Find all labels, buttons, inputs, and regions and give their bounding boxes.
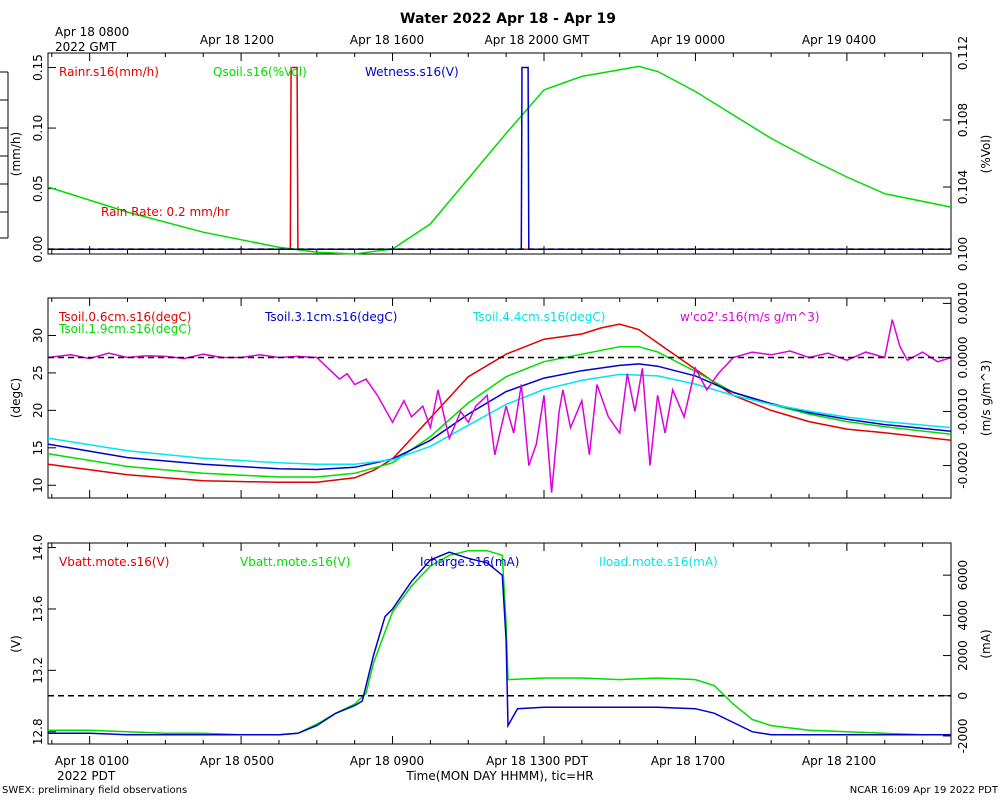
legend-entry-tsoil-0-6: Tsoil.0.6cm.s16(degC) xyxy=(58,310,192,324)
panel-water: 0.00 0.05 0.10 0.15 0.100 0.104 0.108 0.112 Rai… xyxy=(9,36,993,271)
bottom-axis-label: Apr 18 0100 xyxy=(55,754,129,768)
y-tick-label-left: 0.10 xyxy=(31,115,45,142)
legend-entry-tsoil-1-9: Tsoil.1.9cm.s16(degC) xyxy=(58,322,192,336)
series-line xyxy=(47,323,952,484)
chart-title: Water 2022 Apr 18 - Apr 19 xyxy=(400,11,616,27)
legend-entry-icharge: Icharge.s16(mA) xyxy=(420,555,519,569)
y-tick-label-right: 0.0010 xyxy=(956,282,970,324)
top-axis-label: Apr 19 0400 xyxy=(802,33,876,47)
series-line xyxy=(48,551,951,736)
panel-ticks: 12.8 13.2 13.6 14.0 -2000 0 2000 4000 6000 xyxy=(31,534,970,753)
top-axis-label: Apr 19 0000 xyxy=(651,33,725,47)
y-tick-label-left: 0.15 xyxy=(31,54,45,81)
right-axis-title: (mA) xyxy=(979,629,993,658)
left-axis-title: (degC) xyxy=(9,378,23,418)
y-tick-label-right: 0.0000 xyxy=(956,336,970,378)
legend-entry-wco2: w'co2'.s16(m/s g/m^3) xyxy=(680,310,820,324)
y-tick-label-left: 13.2 xyxy=(31,657,45,684)
panel-battery: 12.8 13.2 13.6 14.0 -2000 0 2000 4000 6000 Vbatt… xyxy=(9,534,993,753)
footer-right-note: NCAR 16:09 Apr 19 2022 PDT xyxy=(850,785,999,796)
y-tick-label-left: 14.0 xyxy=(31,534,45,561)
y-tick-label-right: 6000 xyxy=(956,560,970,591)
top-axis-label: Apr 18 2000 GMT xyxy=(485,33,591,47)
y-tick-label-right: 0.100 xyxy=(956,237,970,271)
bottom-axis-label: Apr 18 2100 xyxy=(802,754,876,768)
panel-series xyxy=(48,549,951,736)
right-axis-title: (%Vol) xyxy=(979,135,993,174)
legend-entry-tsoil-3-1: Tsoil.3.1cm.s16(degC) xyxy=(264,310,398,324)
legend-entry-tsoil-4-4: Tsoil.4.4cm.s16(degC) xyxy=(472,310,606,324)
x-axis-title: Time(MON DAY HHMM), tic=HR xyxy=(405,769,593,783)
panel-soil-temperature: 10 15 20 25 30 -0.0020 -0.0010 0.0000 0.0010 Tso… xyxy=(9,282,993,499)
panel-ticks: 0.00 0.05 0.10 0.15 0.100 0.104 0.108 0.112 xyxy=(31,36,970,271)
y-tick-label-right: -2000 xyxy=(956,719,970,754)
panel-frame xyxy=(47,297,952,499)
top-axis-label: Apr 18 1200 xyxy=(200,33,274,47)
y-tick-label-left: 0.05 xyxy=(31,175,45,202)
panel-frame xyxy=(47,52,952,255)
y-tick-label-left: 0.00 xyxy=(31,236,45,263)
y-tick-label-left: 30 xyxy=(31,328,45,343)
y-tick-label-right: 0 xyxy=(956,692,970,700)
y-tick-label-right: 0.108 xyxy=(956,103,970,137)
panel-ticks: 10 15 20 25 30 -0.0020 -0.0010 0.0000 0.0010 xyxy=(31,282,970,498)
legend-entry-wetness: Wetness.s16(V) xyxy=(365,65,459,79)
y-tick-label-right: -0.0010 xyxy=(956,388,970,434)
rain-rate-annotation: Rain Rate: 0.2 mm/hr xyxy=(101,205,229,219)
y-tick-label-left: 13.6 xyxy=(31,596,45,623)
bottom-axis-label: Apr 18 1700 xyxy=(651,754,725,768)
left-edge-fragment xyxy=(0,71,9,239)
bottom-axis-label: Apr 18 1300 PDT xyxy=(486,754,588,768)
y-tick-label-left: 12.8 xyxy=(31,718,45,745)
panel-series xyxy=(47,65,952,255)
series-line xyxy=(47,65,952,255)
y-tick-label-left: 25 xyxy=(31,365,45,380)
y-tick-label-left: 20 xyxy=(31,403,45,418)
left-axis-title: (mm/h) xyxy=(9,132,23,176)
top-axis-first-label-line1: Apr 18 0800 xyxy=(55,25,129,39)
right-axis-title: (m/s g/m^3) xyxy=(979,360,993,436)
legend-entry-vbatt-red: Vbatt.mote.s16(V) xyxy=(59,555,169,569)
y-tick-label-right: 4000 xyxy=(956,600,970,631)
panel-frame xyxy=(47,542,952,745)
y-tick-label-right: 0.104 xyxy=(956,170,970,204)
bottom-axis-label: Apr 18 0500 xyxy=(200,754,274,768)
legend-entry-vbatt-green: Vbatt.mote.s16(V) xyxy=(240,555,350,569)
legend-entry-iload: Iload.mote.s16(mA) xyxy=(599,555,718,569)
legend-entry-rainr: Rainr.s16(mm/h) xyxy=(59,65,159,79)
top-axis-label: Apr 18 1600 xyxy=(350,33,424,47)
bottom-axis-label: Apr 18 0900 xyxy=(350,754,424,768)
top-axis-first-label-line2: 2022 GMT xyxy=(55,40,117,54)
series-line xyxy=(47,373,952,466)
y-tick-label-right: 0.112 xyxy=(956,36,970,70)
y-tick-label-left: 10 xyxy=(31,478,45,493)
legend-entry-qsoil: Qsoil.s16(%Vol) xyxy=(213,65,307,79)
y-tick-label-left: 15 xyxy=(31,440,45,455)
panel-series xyxy=(47,319,952,493)
y-tick-label-right: -0.0020 xyxy=(956,442,970,488)
y-tick-label-right: 2000 xyxy=(956,640,970,671)
left-axis-title: (V) xyxy=(9,635,23,653)
footer-left-note: SWEX: preliminary field observations xyxy=(2,785,187,796)
bottom-year-label: 2022 PDT xyxy=(57,769,116,783)
